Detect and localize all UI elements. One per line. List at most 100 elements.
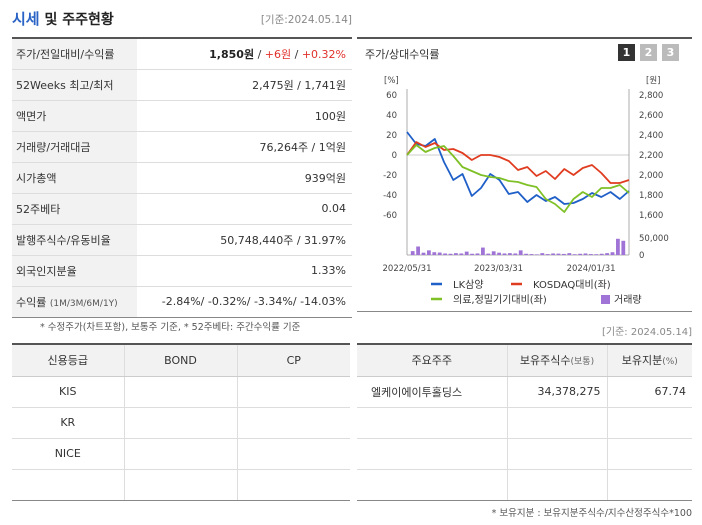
- volume-bar: [513, 253, 518, 255]
- volume-bar: [502, 253, 507, 255]
- table-row: 52주베타 0.04: [12, 193, 352, 225]
- right-tick-label: 2,400: [639, 131, 663, 141]
- credit-header-rating: 신용등급: [12, 344, 124, 377]
- credit-header-bond: BOND: [123, 344, 237, 377]
- volume-bar: [497, 252, 501, 255]
- x-tick-label: 2024/01/31: [567, 264, 616, 274]
- volume-bar: [551, 253, 555, 255]
- chart-panel: 주가/상대수익률 1 2 3 [%] [원] 60 40 20 0 -20 -40 -60 2,8…: [357, 37, 692, 312]
- holder-pct: [606, 469, 692, 501]
- volume-bar: [448, 253, 453, 255]
- legend-label-2: 의료,정밀기기대비(좌): [453, 294, 547, 306]
- volume-bar: [589, 254, 593, 255]
- left-tick-label: 60: [386, 91, 397, 101]
- volume-bar: [410, 251, 415, 255]
- credit-cp: [236, 438, 350, 470]
- volume-bar: [567, 253, 572, 255]
- left-tick-label: -60: [383, 211, 397, 221]
- volume-bar: [464, 251, 469, 255]
- par-label: 액면가: [12, 100, 137, 132]
- quote-footnote: * 수정주가(차트포함), 보통주 기준, * 52주베타: 주간수익률 기준: [40, 322, 301, 333]
- credit-agency: KR: [12, 407, 124, 439]
- table-row: 주가/전일대비/수익률 1,850원 / +6원 / +0.32%: [12, 38, 352, 70]
- left-axis-unit: [%]: [384, 76, 399, 86]
- volume-bar: [535, 254, 539, 255]
- holders-header-name: 주요주주: [357, 344, 507, 377]
- volume-bar: [524, 253, 528, 255]
- holder-name: [357, 469, 507, 501]
- beta-label: 52주베타: [12, 193, 137, 225]
- holder-shares: [506, 438, 607, 470]
- table-row: [357, 469, 692, 501]
- left-tick-label: 40: [386, 111, 397, 121]
- holder-shares: [506, 469, 607, 501]
- volume-bar: [540, 253, 545, 255]
- table-row: 거래량/거래대금 76,264주 / 1억원: [12, 131, 352, 163]
- section-title-main: 시세: [12, 10, 40, 28]
- credit-cp: [236, 376, 350, 408]
- volume-bar: [432, 252, 437, 255]
- volume-bar: [421, 252, 426, 255]
- chart-title: 주가/상대수익률: [365, 48, 440, 61]
- price-label: 주가/전일대비/수익률: [12, 38, 137, 70]
- credit-bond: [123, 376, 237, 408]
- quote-table: 주가/전일대비/수익률 1,850원 / +6원 / +0.32% 52Week…: [12, 37, 352, 318]
- legend-label-3: 거래량: [614, 294, 642, 306]
- chart-tab-3[interactable]: 3: [662, 44, 679, 61]
- table-row: 52Weeks 최고/최저 2,475원 / 1,741원: [12, 69, 352, 101]
- chart-tab-2[interactable]: 2: [640, 44, 657, 61]
- table-row: KR: [12, 407, 350, 439]
- table-row: [12, 469, 350, 501]
- credit-bond: [123, 438, 237, 470]
- table-row: 외국인지분율 1.33%: [12, 255, 352, 287]
- table-row: 액면가 100원: [12, 100, 352, 132]
- legend-swatch-3: [601, 295, 610, 304]
- mcap-value: 939억원: [137, 162, 352, 194]
- volume-bar: [470, 253, 474, 255]
- holder-shares: 34,378,275: [506, 376, 607, 408]
- credit-cp: [236, 407, 350, 439]
- chart-tab-1[interactable]: 1: [618, 44, 635, 61]
- right-tick-label: 2,800: [639, 91, 663, 101]
- right-axis-unit: [원]: [646, 76, 660, 86]
- volume-bar: [459, 253, 464, 255]
- table-row: 엘케이에이투홀딩스 34,378,275 67.74: [357, 376, 692, 408]
- holders-header-pct: 보유지분(%): [606, 344, 692, 377]
- holders-table: 주요주주 보유주식수(보통) 보유지분(%) 엘케이에이투홀딩스 34,378,…: [357, 343, 692, 501]
- volume-bar: [599, 253, 604, 255]
- credit-header-cp: CP: [236, 344, 350, 377]
- section-title-rest: 및 주주현황: [39, 12, 114, 28]
- foreign-label: 외국인지분율: [12, 255, 137, 287]
- left-tick-label: -40: [383, 191, 397, 201]
- series-line-2: [406, 144, 630, 213]
- volume-bar: [616, 238, 620, 255]
- credit-cp: [236, 469, 350, 501]
- volume-tick-label: 50,000: [639, 234, 669, 244]
- volume-bar: [481, 247, 485, 255]
- table-row: KIS: [12, 376, 350, 408]
- volume-bar: [443, 253, 447, 255]
- volume-bar: [491, 251, 496, 255]
- relative-return-chart: [%] [원] 60 40 20 0 -20 -40 -60 2,800 2,600 2,400 2,2…: [383, 76, 669, 306]
- holder-shares: [506, 407, 607, 439]
- table-row: 발행주식수/유동비율 50,748,440주 / 31.97%: [12, 224, 352, 256]
- volume-bar: [486, 253, 491, 255]
- beta-value: 0.04: [137, 193, 352, 225]
- holder-name: [357, 438, 507, 470]
- credit-bond: [123, 407, 237, 439]
- volume-bar: [529, 254, 534, 255]
- volume-bar: [583, 253, 588, 255]
- volume-tick-label: 0: [639, 251, 644, 261]
- volume-bar: [437, 252, 442, 255]
- w52-value: 2,475원 / 1,741원: [137, 69, 352, 101]
- legend-label-0: LK삼양: [453, 279, 484, 291]
- right-tick-label: 2,200: [639, 151, 663, 161]
- right-tick-label: 2,000: [639, 171, 663, 181]
- volume-bar: [508, 253, 512, 255]
- volume-bar: [605, 253, 609, 255]
- table-row: NICE: [12, 438, 350, 470]
- holder-name: [357, 407, 507, 439]
- par-value: 100원: [137, 100, 352, 132]
- volume-bar: [610, 252, 615, 255]
- table-row: [357, 407, 692, 439]
